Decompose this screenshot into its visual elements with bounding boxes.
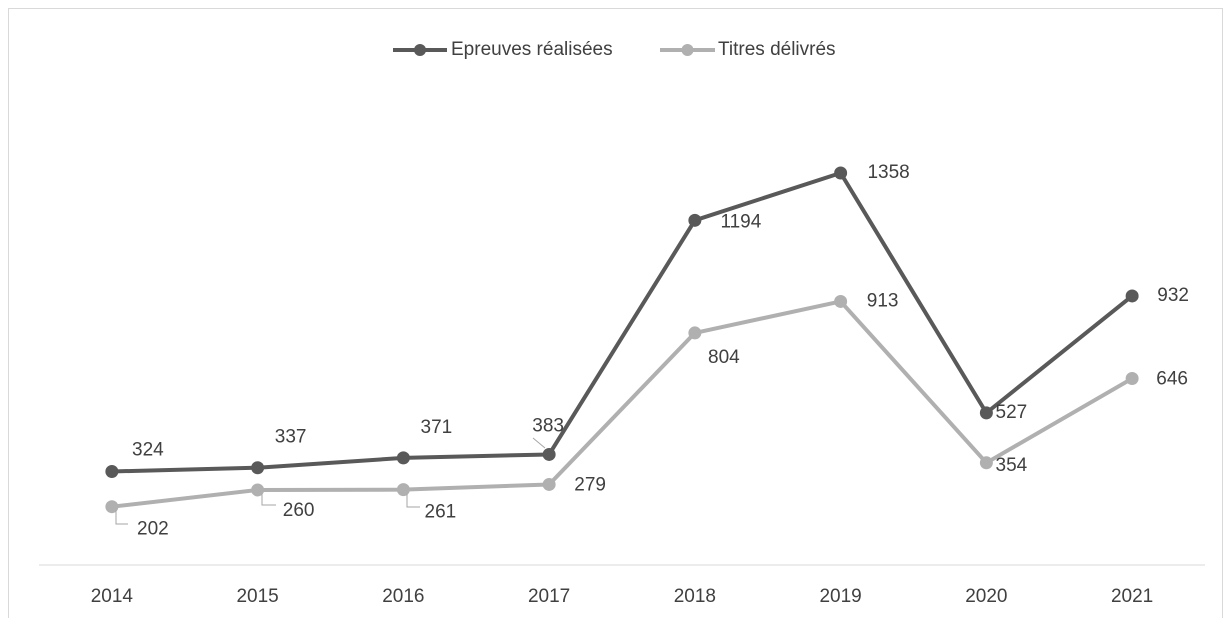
data-label: 261 <box>425 502 457 523</box>
data-label: 324 <box>132 439 164 460</box>
series-line <box>111 170 1134 474</box>
data-point <box>1125 372 1139 386</box>
data-point <box>251 483 265 497</box>
x-tick-label: 2016 <box>382 586 424 607</box>
legend-marker <box>681 44 694 56</box>
leader-line <box>406 494 420 508</box>
data-label: 1358 <box>867 162 909 183</box>
data-label: 279 <box>574 474 606 495</box>
x-tick-label: 2015 <box>236 586 278 607</box>
legend-label: Epreuves réalisées <box>451 39 613 60</box>
data-label: 804 <box>708 347 740 368</box>
x-tick-label: 2014 <box>91 586 134 607</box>
data-point <box>834 166 848 180</box>
leader-line <box>261 494 276 506</box>
chart-frame <box>8 8 1223 618</box>
data-point <box>105 500 119 514</box>
data-label: 260 <box>283 500 315 521</box>
data-point <box>396 451 410 465</box>
data-label: 527 <box>996 402 1028 423</box>
x-tick-label: 2018 <box>674 586 716 607</box>
data-label: 371 <box>421 417 453 438</box>
leader-line <box>115 510 128 525</box>
data-label: 913 <box>867 290 899 311</box>
data-label: 1194 <box>720 211 761 232</box>
legend-marker <box>414 44 426 56</box>
data-label: 383 <box>532 415 564 436</box>
data-point <box>542 447 556 461</box>
x-tick-label: 2021 <box>1111 586 1153 607</box>
data-point <box>979 406 993 420</box>
data-point <box>1125 289 1139 303</box>
data-label: 337 <box>275 427 307 448</box>
data-point <box>688 213 702 227</box>
x-tick-label: 2020 <box>965 586 1007 607</box>
data-label: 646 <box>1156 369 1188 390</box>
data-label: 202 <box>137 519 169 540</box>
data-point <box>834 294 848 308</box>
x-tick-label: 2017 <box>528 586 570 607</box>
data-label: 354 <box>996 455 1028 476</box>
data-label: 932 <box>1157 285 1189 306</box>
data-point <box>979 456 993 470</box>
leader-line <box>532 437 546 449</box>
legend-label: Titres délivrés <box>718 39 836 60</box>
data-point <box>688 326 702 340</box>
x-tick-label: 2019 <box>819 586 861 607</box>
data-point <box>105 464 119 478</box>
data-point <box>251 461 265 475</box>
data-point <box>396 483 410 497</box>
data-point <box>542 477 556 491</box>
series-line <box>111 299 1134 509</box>
